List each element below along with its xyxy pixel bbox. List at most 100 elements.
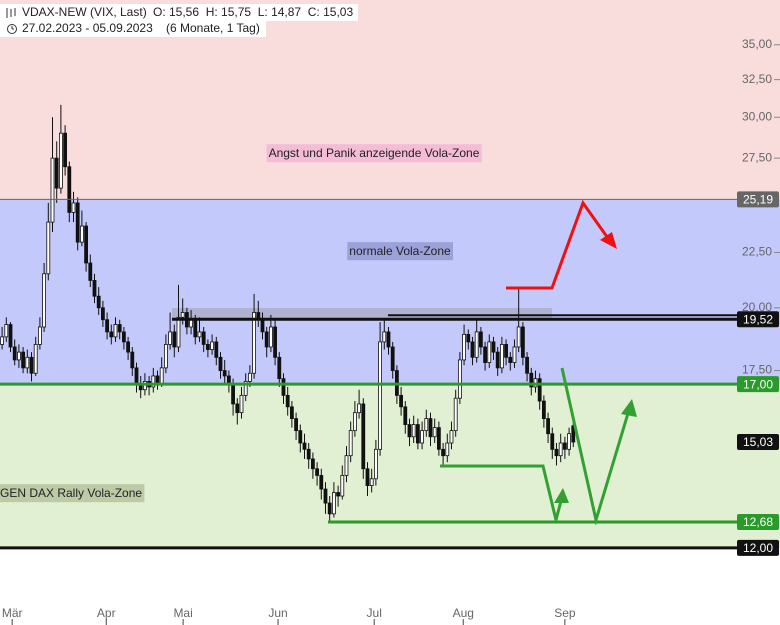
level-box — [737, 513, 779, 530]
candle-body — [516, 326, 521, 348]
zone-label-bg — [266, 144, 482, 163]
candle-body — [84, 225, 88, 264]
header-box — [0, 21, 266, 37]
x-tick-label: Mai — [173, 606, 192, 620]
level-label: 12,00 — [743, 541, 773, 555]
candle-body — [231, 383, 235, 405]
candle-body — [71, 202, 76, 213]
candle-body — [180, 312, 185, 318]
candle-body — [323, 488, 328, 504]
level-box — [737, 434, 779, 451]
y-tick-label: 22,50 — [742, 245, 772, 259]
candle-body — [571, 425, 576, 443]
candle-body — [109, 331, 114, 338]
candle-body — [58, 132, 63, 189]
candle-body — [512, 346, 517, 363]
candle-body — [8, 324, 13, 348]
level-label: 19,52 — [743, 312, 773, 326]
y-tick-label: 30,00 — [742, 109, 772, 123]
candle-body — [268, 326, 273, 348]
candle-body — [273, 326, 277, 358]
x-tick-label: Jun — [268, 606, 287, 620]
period: (6 Monate, 1 Tag) — [166, 21, 260, 35]
level-label: 17,00 — [743, 377, 773, 391]
candle-body — [306, 448, 311, 460]
candle-body — [96, 295, 101, 309]
level-label: 25,19 — [743, 193, 773, 207]
candle-body — [453, 397, 458, 432]
header-box — [0, 4, 358, 21]
candle-body — [172, 331, 177, 348]
candle-body — [373, 448, 378, 480]
candle-body — [352, 412, 357, 432]
candle-body — [344, 455, 349, 476]
chart-title: VDAX-NEW (VIX, Last) — [22, 5, 147, 19]
y-tick-label: 17,50 — [742, 363, 772, 377]
drawings — [440, 199, 637, 526]
green-arrow — [440, 464, 564, 521]
level-label: 15,03 — [743, 435, 773, 449]
candle-body — [525, 356, 529, 374]
candle-body — [130, 351, 135, 369]
candle-body — [159, 367, 164, 385]
levels: 25,19 19,52 17,00 15,03 12,68 12,00 — [0, 191, 779, 556]
candle-body — [302, 442, 307, 450]
zone-label-bg — [0, 484, 145, 503]
y-tick-label: 32,50 — [742, 72, 772, 86]
candle-body — [218, 356, 223, 371]
candle-body — [92, 280, 97, 297]
candles — [0, 104, 576, 522]
candle-body — [205, 344, 210, 350]
candle-body — [247, 372, 252, 382]
candle-body — [33, 344, 38, 374]
candle-body — [378, 341, 382, 450]
candle-body — [222, 370, 227, 377]
candle-body — [285, 394, 290, 408]
candle-body — [340, 475, 345, 497]
zone-label: Angst und Panik anzeigende Vola-Zone — [269, 146, 480, 160]
level-label: 12,68 — [743, 515, 773, 529]
level-box — [737, 376, 779, 393]
candle-body — [252, 312, 256, 374]
candle-body — [424, 418, 429, 432]
green-arrowhead — [621, 399, 637, 417]
candle-body — [541, 400, 546, 419]
x-tick-label: Sep — [554, 606, 576, 620]
candle-body — [235, 403, 240, 414]
candle-body — [281, 378, 286, 396]
candle-body — [163, 344, 168, 369]
candle-body — [264, 331, 269, 348]
zone-label: GEN DAX Rally Vola-Zone — [0, 486, 142, 500]
candle-body — [310, 458, 315, 470]
candle-body — [197, 331, 202, 338]
zone-label-bg — [347, 242, 454, 261]
candle-body — [46, 221, 51, 275]
candle-body — [336, 492, 340, 497]
candle-body — [537, 378, 542, 402]
candle-body — [483, 346, 487, 363]
red-arrow — [506, 199, 612, 290]
candle-body — [42, 273, 46, 328]
resistance-band — [172, 308, 552, 319]
candle-body — [445, 442, 450, 457]
candle-body — [126, 341, 130, 353]
candle-body — [466, 333, 471, 343]
candle-body — [357, 403, 361, 414]
candle-body — [491, 341, 496, 353]
candle-body — [399, 394, 403, 408]
candle-body — [0, 336, 4, 345]
candle-body — [331, 492, 336, 515]
candle-body — [441, 448, 445, 457]
candle-body — [201, 331, 206, 345]
candle-body — [54, 157, 59, 189]
candle-body — [420, 430, 424, 444]
candle-body — [168, 331, 172, 345]
candle-body — [478, 331, 483, 348]
candle-body — [365, 468, 370, 487]
candle-body — [432, 427, 437, 438]
candle-body — [25, 356, 30, 369]
candle-body — [315, 468, 319, 476]
zone-label: normale Vola-Zone — [349, 244, 451, 258]
candle-body — [79, 225, 84, 243]
candle-body — [550, 433, 555, 450]
